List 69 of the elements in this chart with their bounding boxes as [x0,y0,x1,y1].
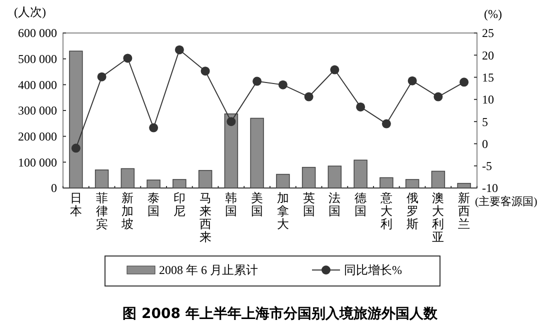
bar [198,170,212,188]
point [460,78,469,87]
point [226,117,236,126]
bar [405,179,420,188]
text: 图 2008 年上半年上海市分国别入境旅游外国人数 [122,305,438,322]
x-tick-label: 意大利 [379,191,392,231]
point [356,102,366,112]
bar [250,118,264,188]
bar [302,166,316,188]
x-tick-label: 新加坡 [120,191,134,231]
y-tick-label: 600 000 [18,26,57,40]
bar [146,180,160,188]
bar [328,166,342,188]
x-tick-label: 印尼 [173,191,186,218]
x-tick-label: 德国 [354,191,367,218]
y2-axis-title: (%) [484,7,502,21]
x-tick-label: 日本 [70,191,82,218]
x-tick-label: 英国 [302,191,315,218]
y2-tick-label: 20 [482,48,494,62]
bar [69,50,83,188]
x-tick-label: 俄罗斯 [406,191,418,231]
point [304,92,314,102]
point [174,45,184,54]
y2-tick-label: 5 [482,114,488,129]
y2-tick-label: 0 [482,136,488,151]
point [434,92,443,102]
point [382,119,391,128]
legend-label: 2008 年 6 月止累计 [159,263,258,278]
x-tick-label: 菲律宾 [96,191,108,231]
point [149,123,158,132]
y-tick-label: 400 000 [18,78,57,92]
point [252,76,262,86]
x-axis-title: (主要客源国) [475,195,538,208]
bar [276,174,290,188]
bar [94,170,109,188]
point [408,76,417,86]
x-tick-label: 澳大利亚 [432,191,444,244]
y-tick-label: 0 [51,181,57,196]
y2-tick-label: -5 [482,159,492,174]
x-tick-label: 法国 [328,191,341,218]
x-tick-label: 韩国 [225,191,238,218]
x-tick-label: 加拿大 [276,191,289,231]
bar [457,182,471,188]
y-tick-label: 100 000 [18,155,57,170]
bar [172,179,186,188]
y2-tick-label: 10 [482,92,494,107]
bar [224,113,238,188]
x-tick-label: 新西兰 [458,191,470,231]
legend-label: 同比增长% [344,263,402,278]
point [97,72,106,82]
x-tick-label: 美国 [251,191,264,218]
point [200,66,210,76]
y-tick-label: 200 000 [18,130,57,144]
point [278,80,288,90]
y-tick-label: 500 000 [18,52,57,66]
bar [120,168,135,188]
bar [380,177,394,188]
y-axis-title: (人次) [14,5,46,19]
bar [354,160,368,188]
y2-tick-label: 15 [482,70,494,84]
bar [431,170,446,188]
point [123,54,132,63]
y2-tick-label: -10 [482,181,498,196]
x-tick-label: 泰国 [148,191,160,218]
point [71,144,80,153]
y-tick-label: 300 000 [18,104,57,118]
x-tick-label: 马来西来 [199,191,212,244]
point [330,65,340,74]
y2-tick-label: 25 [482,26,494,40]
